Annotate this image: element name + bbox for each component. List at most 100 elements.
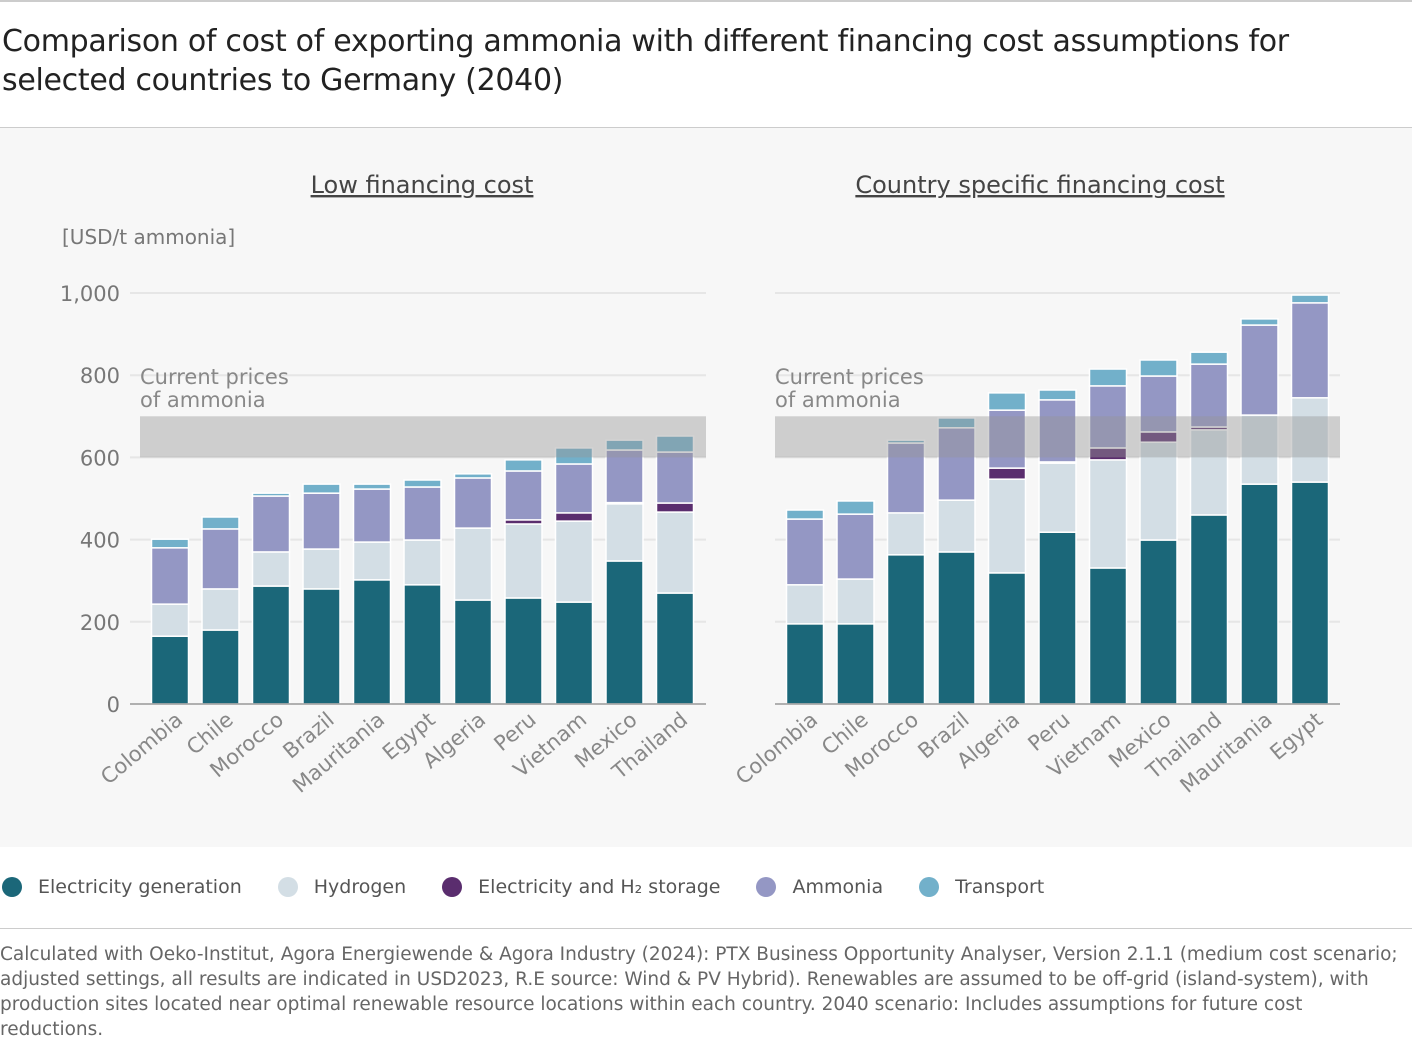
bar-segment-electricity-generation xyxy=(655,592,695,705)
bar-segment-ammonia xyxy=(987,409,1027,469)
bar-segment-electricity-generation xyxy=(1240,483,1279,705)
bar-segment-electricity-generation xyxy=(150,635,190,705)
legend-label: Electricity generation xyxy=(38,876,242,898)
bar-segment-transport xyxy=(987,392,1027,411)
bar-segment-electricity-generation xyxy=(201,629,240,705)
bar-segment-ammonia xyxy=(504,470,543,521)
bar-segment-electricity-generation xyxy=(836,623,875,705)
bar-segment-transport xyxy=(554,447,594,465)
bar-segment-transport xyxy=(605,439,644,451)
bar-segment-electricity-generation xyxy=(937,551,976,705)
bar-segment-ammonia xyxy=(1088,385,1128,449)
bar-segment-ammonia xyxy=(1240,324,1279,416)
bar-segment-ammonia xyxy=(201,528,240,590)
bar-segment-transport xyxy=(150,538,190,549)
legend-swatch xyxy=(919,877,940,897)
bar-segment-electricity-and-h-storage xyxy=(987,467,1027,480)
y-tick-label: 800 xyxy=(80,364,120,388)
bar-segment-hydrogen xyxy=(352,541,392,581)
y-axis-label: [USD/t ammonia] xyxy=(62,225,235,249)
bar-segment-electricity-generation xyxy=(1038,531,1077,705)
legend-item-ammonia: Ammonia xyxy=(756,876,883,898)
bar-segment-hydrogen xyxy=(785,584,825,625)
band-label: Current prices xyxy=(140,365,289,389)
bar-segment-hydrogen xyxy=(453,527,493,601)
bar-segment-transport xyxy=(1240,318,1279,326)
panel-title: Low financing cost xyxy=(311,171,534,199)
bar-segment-transport xyxy=(836,500,875,515)
legend-item-hydrogen: Hydrogen xyxy=(277,876,407,898)
legend-item-electricity: Electricity generation xyxy=(2,876,242,898)
current-price-band xyxy=(140,416,706,458)
bar-segment-electricity-generation xyxy=(1088,567,1128,705)
bar-segment-hydrogen xyxy=(1240,414,1279,485)
legend-swatch xyxy=(756,877,777,897)
current-price-band xyxy=(775,416,1340,458)
bar-segment-transport xyxy=(201,516,240,530)
chart-title: Comparison of cost of exporting ammonia … xyxy=(2,24,1289,98)
legend-label: Hydrogen xyxy=(313,876,407,898)
bar-segment-hydrogen xyxy=(987,478,1027,574)
bar-segment-ammonia xyxy=(554,463,594,514)
bar-segment-ammonia xyxy=(403,486,442,541)
bar-segment-transport xyxy=(785,509,825,520)
bar-segment-ammonia xyxy=(1038,399,1077,463)
panel-title: Country specific financing cost xyxy=(855,171,1224,199)
bar-segment-hydrogen xyxy=(403,539,442,586)
legend-item-storage: Electricity and H₂ storage xyxy=(442,876,720,898)
bar-segment-electricity-generation xyxy=(785,623,825,705)
bar-segment-hydrogen xyxy=(836,578,875,625)
bar-segment-electricity-and-h-storage xyxy=(655,502,695,513)
bar-segment-transport xyxy=(1038,389,1077,401)
bar-segment-hydrogen xyxy=(554,520,594,603)
bar-segment-electricity-generation xyxy=(251,585,291,705)
bar-segment-hydrogen xyxy=(655,511,695,594)
bar-segment-electricity-generation xyxy=(504,597,543,705)
y-tick-label: 400 xyxy=(80,529,120,553)
bar-segment-transport xyxy=(937,417,976,429)
bar-segment-hydrogen xyxy=(1290,397,1330,483)
bar-segment-ammonia xyxy=(836,513,875,580)
bar-segment-electricity-generation xyxy=(302,588,341,705)
bar-segment-electricity-and-h-storage xyxy=(554,512,594,522)
y-tick-label: 0 xyxy=(107,693,120,717)
bar-segment-ammonia xyxy=(1290,302,1330,399)
bar-segment-ammonia xyxy=(785,518,825,586)
legend-item-transport: Transport xyxy=(919,876,1044,898)
bar-segment-electricity-generation xyxy=(554,601,594,705)
bar-segment-ammonia xyxy=(352,488,392,543)
bar-segment-transport xyxy=(302,483,341,494)
bar-segment-transport xyxy=(655,435,695,453)
x-tick-label: Egypt xyxy=(1265,707,1327,764)
bar-segment-ammonia xyxy=(453,477,493,529)
bar-segment-hydrogen xyxy=(251,551,291,587)
legend-swatch xyxy=(2,877,22,897)
legend-swatch xyxy=(442,877,463,897)
bar-segment-hydrogen xyxy=(1038,462,1077,533)
footnote: Calculated with Oeko-Institut, Agora Ene… xyxy=(0,944,1398,1040)
bar-segment-hydrogen xyxy=(937,499,976,553)
legend-label: Ammonia xyxy=(792,876,884,898)
bar-segment-ammonia xyxy=(655,451,695,504)
bar-segment-electricity-generation xyxy=(886,554,926,705)
bar-segment-ammonia xyxy=(1189,363,1229,428)
bar-segment-electricity-generation xyxy=(987,572,1027,705)
legend-swatch xyxy=(277,877,298,897)
bar-segment-transport xyxy=(1290,294,1330,304)
bar-segment-hydrogen xyxy=(201,588,240,631)
bar-segment-hydrogen xyxy=(1189,429,1229,516)
bar-segment-hydrogen xyxy=(886,512,926,556)
divider xyxy=(0,127,1412,128)
bar-segment-ammonia xyxy=(150,547,190,605)
bar-segment-transport xyxy=(504,459,543,472)
bar-segment-electricity-generation xyxy=(403,584,442,705)
bar-segment-electricity-generation xyxy=(453,599,493,705)
band-label: of ammonia xyxy=(140,388,266,412)
y-tick-label: 200 xyxy=(80,611,120,635)
bar-segment-electricity-generation xyxy=(1290,481,1330,705)
bar-segment-electricity-generation xyxy=(605,560,644,705)
bar-segment-ammonia xyxy=(937,427,976,501)
bar-segment-transport xyxy=(251,492,291,497)
bar-segment-ammonia xyxy=(302,492,341,550)
band-label: Current prices xyxy=(775,365,924,389)
